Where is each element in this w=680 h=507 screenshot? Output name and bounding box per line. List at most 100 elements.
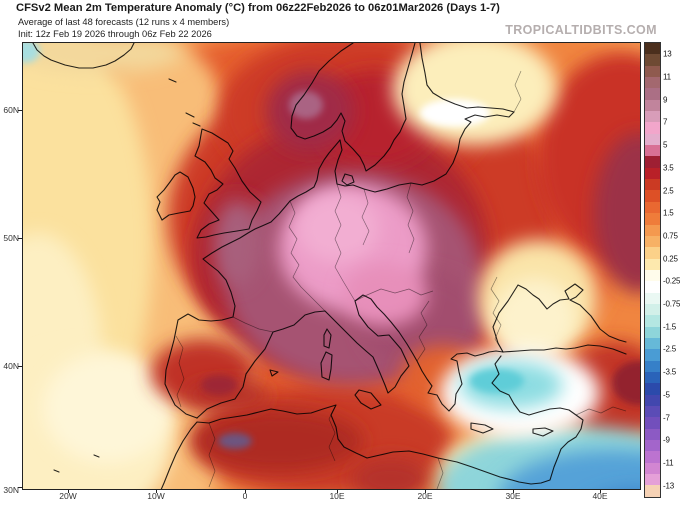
map-canvas xyxy=(22,42,641,490)
lat-label: 30N xyxy=(3,485,19,495)
colorbar-band xyxy=(645,440,660,452)
coastline-path xyxy=(470,422,494,434)
coastline-path xyxy=(194,128,262,239)
country-borders xyxy=(175,70,627,489)
tropicaltidbits-watermark: TROPICALTIDBITS.COM xyxy=(505,23,657,37)
colorbar-tick-label: 9 xyxy=(663,95,668,105)
border-path xyxy=(334,183,356,302)
anomaly-blob xyxy=(500,450,640,489)
anomaly-blob xyxy=(470,369,524,393)
colorbar-tick-label: 3.5 xyxy=(663,163,674,173)
border-path xyxy=(354,288,434,302)
colorbar-band xyxy=(645,337,660,350)
coastline-path xyxy=(290,43,416,172)
border-path xyxy=(436,457,444,489)
colorbar-band xyxy=(645,303,660,316)
coastlines xyxy=(32,43,627,489)
anomaly-blob xyxy=(193,409,363,473)
colorbar-band xyxy=(645,394,660,406)
colorbar-tick-label: -3.5 xyxy=(663,367,676,377)
colorbar-band xyxy=(645,315,660,327)
lon-label: 0 xyxy=(242,491,248,501)
colorbar-band xyxy=(645,247,660,259)
colorbar-band xyxy=(645,133,660,146)
anomaly-blob xyxy=(289,91,323,119)
border-path xyxy=(175,335,185,408)
colorbar-tick-label: 1.5 xyxy=(663,208,674,218)
colorbar-band xyxy=(645,326,660,338)
coastline-path xyxy=(492,283,627,355)
colorbar-tick-label: 0.25 xyxy=(663,254,678,264)
anomaly-blob xyxy=(351,457,431,489)
colorbar-tick-label: -5 xyxy=(663,390,670,400)
anomaly-blob xyxy=(218,433,252,449)
colorbar-band xyxy=(645,224,660,236)
lat-label: 40N xyxy=(3,361,19,371)
colorbar-tick-label: -11 xyxy=(663,458,674,468)
colorbar-band xyxy=(645,54,660,66)
coastline-path xyxy=(164,139,341,419)
anomaly-blob xyxy=(201,375,237,395)
border-path xyxy=(361,188,370,246)
colorbar-tick-label: 2.5 xyxy=(663,186,674,196)
colorbar-bands xyxy=(644,42,661,498)
colorbar-band xyxy=(645,179,660,191)
lat-label: 60N xyxy=(3,105,19,115)
anomaly-blob xyxy=(594,133,640,293)
colorbar-band xyxy=(645,474,660,486)
colorbar-tick-label: 11 xyxy=(663,72,671,82)
lon-label: 40E xyxy=(592,491,608,501)
anomaly-blob xyxy=(493,278,577,358)
border-path xyxy=(328,404,337,462)
lon-tick xyxy=(600,489,601,493)
border-path xyxy=(406,182,415,254)
colorbar-band xyxy=(645,371,660,384)
border-path xyxy=(575,406,627,416)
page-title: CFSv2 Mean 2m Temperature Anomaly (°C) f… xyxy=(16,2,500,14)
coastline-path xyxy=(354,389,382,410)
anomaly-blob xyxy=(23,43,183,73)
colorbar-band xyxy=(645,292,660,304)
anomaly-blob xyxy=(420,99,490,127)
forecast-average-subtitle: Average of last 48 forecasts (12 runs x … xyxy=(18,17,230,27)
coastline-path xyxy=(32,43,135,69)
colorbar-band xyxy=(645,65,660,78)
colorbar-band xyxy=(645,485,660,497)
colorbar-band xyxy=(645,349,660,361)
colorbar-band xyxy=(645,88,660,100)
colorbar-tick-label: -0.75 xyxy=(663,299,680,309)
colorbar-band xyxy=(645,111,660,123)
coastline-path xyxy=(168,78,201,127)
colorbar-tick-label: 0.75 xyxy=(663,231,678,241)
coastline-path xyxy=(53,454,100,473)
lat-label: 50N xyxy=(3,233,19,243)
coastline-path xyxy=(156,171,196,221)
lon-label: 20W xyxy=(59,491,77,501)
colorbar-band xyxy=(645,201,660,214)
colorbar-tick-label: 5 xyxy=(663,140,668,150)
border-path xyxy=(513,70,522,113)
colorbar-band xyxy=(645,43,660,55)
coastline-path xyxy=(532,427,554,437)
colorbar-band xyxy=(645,258,660,270)
colorbar-band xyxy=(645,167,660,180)
init-time-line: Init: 12z Feb 19 2026 through 06z Feb 22… xyxy=(18,29,212,39)
colorbar-band xyxy=(645,451,660,463)
lon-tick xyxy=(245,489,246,493)
coastline-path xyxy=(320,351,333,381)
coastline-path xyxy=(160,355,584,489)
colorbar-band xyxy=(645,406,660,418)
colorbar-tick-label: -13 xyxy=(663,481,674,491)
colorbar-band xyxy=(645,417,660,429)
colorbar-band xyxy=(645,428,660,441)
colorbar: 13 11 9 7 5 3.5 2.5 1.5 0.75 0.25 -0.25 -0.75 -1.5 -2… xyxy=(644,42,680,498)
lon-tick xyxy=(425,489,426,493)
anomaly-field-blobs xyxy=(23,43,640,489)
lat-tick xyxy=(18,366,22,367)
lat-tick xyxy=(18,487,22,488)
lon-label: 10W xyxy=(147,491,165,501)
coastline-path xyxy=(269,369,279,377)
lon-label: 20E xyxy=(417,491,433,501)
lon-tick xyxy=(513,489,514,493)
